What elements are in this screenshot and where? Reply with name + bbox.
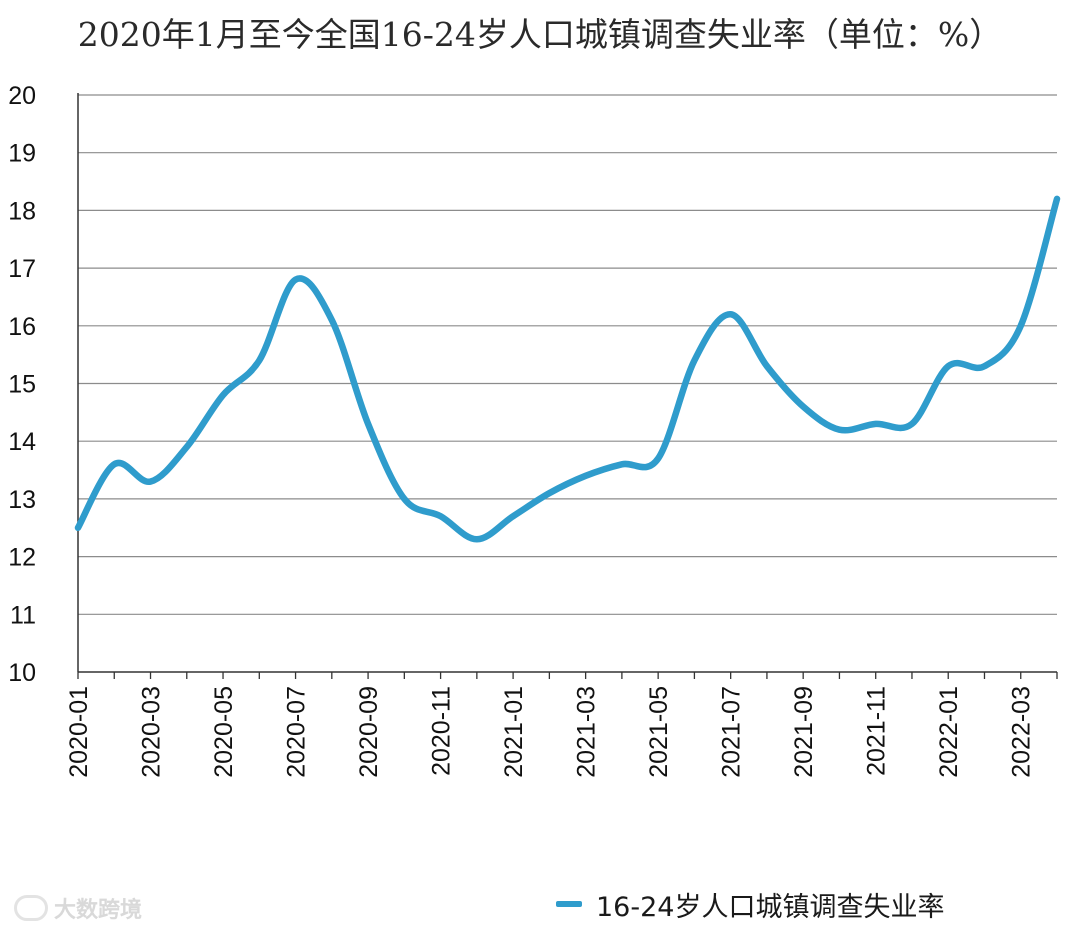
data-point-2021-08 [764,363,770,369]
y-tick-label-14: 14 [8,428,36,456]
watermark-logo-icon [14,895,48,921]
x-tick-label-2022-01: 2022-01 [935,686,963,778]
x-tick-label-2020-03: 2020-03 [138,686,166,778]
data-point-2021-07 [728,311,734,317]
data-point-2021-10 [836,427,842,433]
legend-swatch [556,901,582,907]
x-tick-label-2021-03: 2021-03 [573,686,601,778]
data-point-2021-01 [510,513,516,519]
x-tick-label-2020-01: 2020-01 [65,686,93,778]
data-point-2020-05 [220,392,226,398]
legend: 16-24岁人口城镇调查失业率 [556,884,944,924]
watermark-text: 大数跨境 [54,898,143,923]
data-point-2020-12 [474,536,480,542]
x-tick-label-2020-11: 2020-11 [428,686,456,776]
data-point-2021-09 [800,404,806,410]
data-point-2021-11 [873,421,879,427]
y-tick-label-12: 12 [8,544,36,572]
x-tick-label-2021-07: 2021-07 [718,686,746,778]
data-point-2022-04 [1054,196,1060,202]
data-point-2020-06 [256,357,262,363]
data-point-2022-01 [945,363,951,369]
data-point-2020-08 [329,317,335,323]
series-line-0 [74,195,1061,543]
gridlines [78,94,1057,615]
data-point-2020-10 [401,496,407,502]
legend-label: 16-24岁人口城镇调查失业率 [596,891,945,923]
data-point-2021-02 [546,490,552,496]
data-point-2020-11 [438,513,444,519]
x-tick-label-2021-11: 2021-11 [863,686,891,776]
y-tick-label-10: 10 [8,659,36,687]
x-tick-label-2020-09: 2020-09 [355,686,383,778]
x-tick-label-2020-07: 2020-07 [283,686,311,778]
data-point-2022-02 [981,363,987,369]
y-tick-label-16: 16 [8,313,36,341]
y-tick-label-11: 11 [10,601,36,629]
data-point-2020-02 [111,461,117,467]
data-point-2020-09 [365,421,371,427]
data-point-2021-04 [619,461,625,467]
y-tick-label-13: 13 [8,486,36,514]
series-layer [74,195,1061,543]
data-point-2020-01 [75,525,81,531]
data-point-2021-05 [655,456,661,462]
y-axis: 10 11 12 13 14 15 16 17 18 19 20 [8,82,79,687]
y-tick-label-18: 18 [8,197,36,225]
x-tick-label-2021-05: 2021-05 [645,686,673,778]
data-point-2020-04 [184,444,190,450]
data-point-2022-03 [1018,323,1024,329]
x-tick-label-2020-05: 2020-05 [210,686,238,778]
data-point-2021-12 [909,421,915,427]
y-tick-label-15: 15 [8,371,36,399]
chart-title: 2020年1月至今全国16-24岁人口城镇调查失业率（单位：%） [77,15,1003,54]
x-tick-label-2022-03: 2022-03 [1008,686,1036,778]
y-tick-label-19: 19 [8,140,36,168]
x-tick-label-2021-09: 2021-09 [790,686,818,778]
data-point-2020-03 [148,479,154,485]
watermark: 大数跨境 [14,892,142,924]
x-tick-label-2021-01: 2021-01 [500,686,528,778]
x-axis: 2020-01 2020-03 2020-05 2020-07 2020-09 2020-… [65,671,1058,778]
data-point-2021-06 [691,357,697,363]
y-tick-label-17: 17 [8,255,36,283]
data-point-2021-03 [583,473,589,479]
y-tick-label-20: 20 [8,82,36,110]
data-point-2020-07 [293,277,299,283]
